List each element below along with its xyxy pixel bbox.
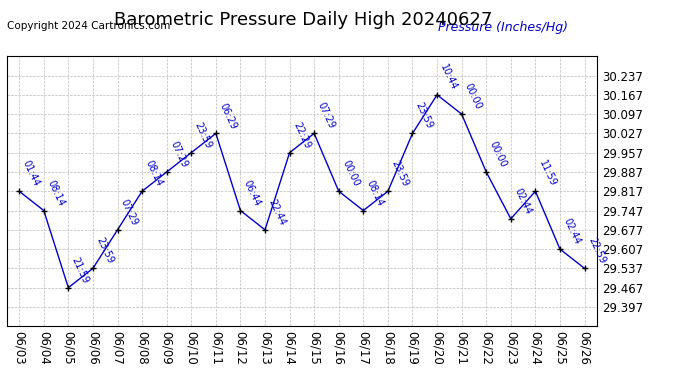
Text: 02:44: 02:44 [562, 217, 582, 246]
Text: 23:59: 23:59 [414, 101, 435, 130]
Text: 08:14: 08:14 [365, 178, 386, 208]
Text: 07:29: 07:29 [168, 140, 189, 169]
Text: 23:59: 23:59 [95, 236, 115, 266]
Text: 07:29: 07:29 [315, 101, 337, 130]
Text: 08:14: 08:14 [144, 159, 164, 189]
Text: 06:29: 06:29 [217, 101, 238, 130]
Text: 07:29: 07:29 [119, 198, 140, 227]
Text: Copyright 2024 Cartronics.com: Copyright 2024 Cartronics.com [7, 21, 170, 31]
Text: 10:44: 10:44 [438, 63, 460, 92]
Text: 22:44: 22:44 [266, 198, 287, 227]
Text: 06:44: 06:44 [241, 178, 263, 208]
Text: 11:59: 11:59 [537, 159, 558, 189]
Text: 00:00: 00:00 [488, 140, 509, 169]
Text: 01:44: 01:44 [21, 159, 41, 189]
Text: 23:59: 23:59 [389, 159, 410, 189]
Text: 00:00: 00:00 [463, 82, 484, 111]
Text: 23:59: 23:59 [193, 120, 213, 150]
Text: Barometric Pressure Daily High 20240627: Barometric Pressure Daily High 20240627 [115, 11, 493, 29]
Text: 22:29: 22:29 [291, 120, 312, 150]
Text: 08:14: 08:14 [45, 178, 66, 208]
Text: 02:44: 02:44 [512, 186, 533, 216]
Text: 21:59: 21:59 [70, 255, 90, 285]
Text: Pressure (Inches/Hg): Pressure (Inches/Hg) [437, 21, 568, 34]
Text: 22:59: 22:59 [586, 236, 607, 266]
Text: 00:00: 00:00 [340, 159, 361, 189]
